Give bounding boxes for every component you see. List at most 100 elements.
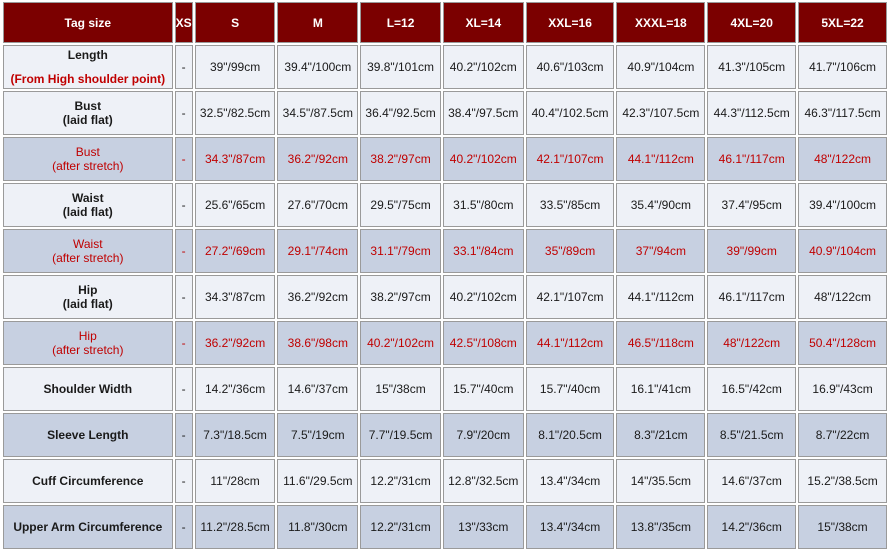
table-cell: 46.1"/117cm [707, 137, 797, 181]
measurement-label: Upper Arm Circumference [3, 505, 173, 549]
table-cell: 11.8"/30cm [277, 505, 359, 549]
table-cell: - [174, 45, 193, 89]
size-header-xl-14: XL=14 [442, 2, 524, 43]
table-cell: 50.4"/128cm [798, 321, 887, 365]
table-cell: 44.1"/112cm [525, 321, 615, 365]
table-cell: 27.6"/70cm [277, 183, 359, 227]
size-header-xs: XS [174, 2, 193, 43]
measurement-name: Waist [72, 191, 104, 205]
table-cell: 44.1"/112cm [616, 137, 706, 181]
table-cell: - [174, 321, 193, 365]
measurement-label: Bust (laid flat) [3, 91, 173, 135]
table-cell: 36.2"/92cm [194, 321, 276, 365]
table-cell: 8.3"/21cm [616, 413, 706, 457]
table-cell: 13.4"/34cm [525, 505, 615, 549]
size-header-s: S [194, 2, 276, 43]
table-cell: 11"/28cm [194, 459, 276, 503]
table-row: Waist (laid flat) -25.6"/65cm 27.6"/70cm 29.… [3, 183, 887, 227]
table-cell: 33.1"/84cm [442, 229, 524, 273]
table-cell: 15"/38cm [360, 367, 441, 411]
measurements-body: Length (From High shoulder point) -39"/99c… [3, 45, 887, 549]
table-cell: 40.9"/104cm [798, 229, 887, 273]
table-cell: 15.7"/40cm [525, 367, 615, 411]
table-cell: 25.6"/65cm [194, 183, 276, 227]
measurement-note: (From High shoulder point) [10, 72, 166, 86]
size-header-xxxl-18: XXXL=18 [616, 2, 706, 43]
table-row: Bust (after stretch) -34.3"/87cm 36.2"/92cm… [3, 137, 887, 181]
table-cell: 12.2"/31cm [360, 505, 441, 549]
table-row: Length (From High shoulder point) -39"/99c… [3, 45, 887, 89]
table-cell: 35"/89cm [525, 229, 615, 273]
measurement-label: Hip (laid flat) [3, 275, 173, 319]
table-cell: 40.2"/102cm [442, 137, 524, 181]
table-cell: 34.3"/87cm [194, 137, 276, 181]
table-cell: 7.3"/18.5cm [194, 413, 276, 457]
measurement-qualifier: (after stretch) [52, 159, 124, 173]
table-cell: 44.3"/112.5cm [707, 91, 797, 135]
table-cell: 40.2"/102cm [442, 45, 524, 89]
table-cell: 38.6"/98cm [277, 321, 359, 365]
table-cell: 11.2"/28.5cm [194, 505, 276, 549]
measurement-label: Sleeve Length [3, 413, 173, 457]
table-cell: 14.2"/36cm [707, 505, 797, 549]
table-cell: 48"/122cm [798, 275, 887, 319]
table-cell: 33.5"/85cm [525, 183, 615, 227]
table-row: Upper Arm Circumference -11.2"/28.5cm 11.8… [3, 505, 887, 549]
table-cell: - [174, 229, 193, 273]
measurement-label: Waist (laid flat) [3, 183, 173, 227]
table-cell: - [174, 459, 193, 503]
table-cell: 7.7"/19.5cm [360, 413, 441, 457]
table-cell: 40.6"/103cm [525, 45, 615, 89]
table-cell: 8.5"/21.5cm [707, 413, 797, 457]
table-cell: 39.4"/100cm [277, 45, 359, 89]
table-cell: 7.5"/19cm [277, 413, 359, 457]
measurement-name: Upper Arm Circumference [13, 520, 163, 534]
measurement-name: Bust [75, 145, 100, 159]
table-cell: 40.2"/102cm [442, 275, 524, 319]
table-row: Hip (laid flat) -34.3"/87cm 36.2"/92cm 38.2"… [3, 275, 887, 319]
table-cell: 37"/94cm [616, 229, 706, 273]
table-cell: 38.4"/97.5cm [442, 91, 524, 135]
size-header-l-12: L=12 [360, 2, 441, 43]
table-cell: 39.4"/100cm [798, 183, 887, 227]
table-cell: 15.2"/38.5cm [798, 459, 887, 503]
table-cell: - [174, 413, 193, 457]
table-cell: 8.1"/20.5cm [525, 413, 615, 457]
measurement-qualifier: (laid flat) [62, 297, 113, 311]
table-cell: 11.6"/29.5cm [277, 459, 359, 503]
measurement-name: Shoulder Width [43, 382, 133, 396]
table-cell: 16.5"/42cm [707, 367, 797, 411]
table-cell: 42.5"/108cm [442, 321, 524, 365]
measurement-qualifier: (after stretch) [52, 343, 124, 357]
table-row: Hip (after stretch) -36.2"/92cm 38.6"/98cm 4… [3, 321, 887, 365]
table-cell: 31.5"/80cm [442, 183, 524, 227]
table-cell: 13.4"/34cm [525, 459, 615, 503]
measurement-name: Cuff Circumference [32, 474, 144, 488]
measurement-label: Shoulder Width [3, 367, 173, 411]
measurement-label: Hip (after stretch) [3, 321, 173, 365]
table-cell: - [174, 275, 193, 319]
table-cell: 41.7"/106cm [798, 45, 887, 89]
table-cell: 46.5"/118cm [616, 321, 706, 365]
size-header-5xl-22: 5XL=22 [798, 2, 887, 43]
table-cell: 35.4"/90cm [616, 183, 706, 227]
table-cell: - [174, 91, 193, 135]
table-cell: 44.1"/112cm [616, 275, 706, 319]
measurement-qualifier: (laid flat) [62, 205, 113, 219]
table-cell: 13.8"/35cm [616, 505, 706, 549]
table-cell: 40.4"/102.5cm [525, 91, 615, 135]
table-cell: 39"/99cm [194, 45, 276, 89]
measurement-name: Hip [78, 329, 97, 343]
table-cell: 42.1"/107cm [525, 275, 615, 319]
table-cell: 41.3"/105cm [707, 45, 797, 89]
table-row: Cuff Circumference -11"/28cm 11.6"/29.5cm 1… [3, 459, 887, 503]
size-header-row: Tag size XS S M L=12 XL=14 XXL=16 XXXL=18 4XL=2… [3, 2, 887, 43]
table-cell: 14.2"/36cm [194, 367, 276, 411]
table-cell: 29.5"/75cm [360, 183, 441, 227]
table-cell: 12.8"/32.5cm [442, 459, 524, 503]
measurement-name: Waist [73, 237, 103, 251]
table-cell: 14.6"/37cm [707, 459, 797, 503]
table-cell: 48"/122cm [707, 321, 797, 365]
measurement-name: Length [67, 48, 108, 62]
